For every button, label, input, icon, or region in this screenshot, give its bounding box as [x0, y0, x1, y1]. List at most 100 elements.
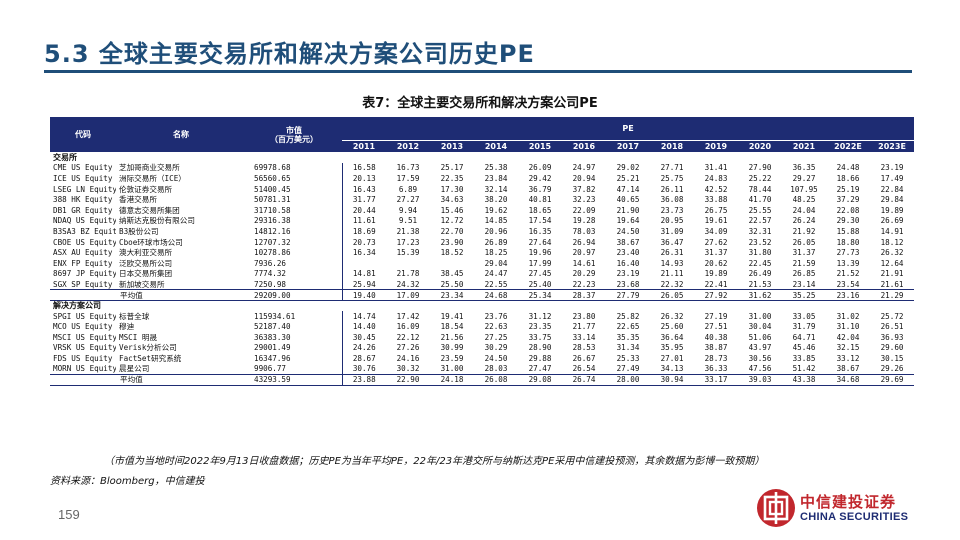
pe-cell: 26.75 [704, 205, 728, 215]
year-header: 2012 [386, 139, 430, 152]
pe-cell: 16.09 [396, 322, 420, 332]
pe-cell: 27.64 [528, 237, 552, 247]
pe-cell: 24.50 [484, 354, 508, 364]
ticker-cell: VRSK US Equity [53, 343, 116, 353]
table-row: CBOE US Equity Cboe环球市场公司 12707.32 20.73 17.… [50, 236, 914, 248]
pe-cell: 32.14 [484, 184, 508, 194]
company-logo: 中信建投证券 CHINA SECURITIES [756, 488, 916, 528]
pe-cell: 36.33 [704, 364, 728, 374]
average-pe-cell: 33.17 [694, 373, 738, 386]
pe-cell: 30.45 [352, 332, 376, 342]
pe-cell: 27.47 [528, 364, 552, 374]
market-cap-cell: 9906.77 [246, 363, 343, 375]
year-header: 2022E [826, 139, 870, 152]
section-row: 交易所 [50, 152, 914, 163]
pe-cell: 15.88 [836, 226, 860, 236]
pe-cell: 26.67 [572, 354, 596, 364]
col-header-pe: PE [342, 117, 915, 140]
company-name-cell: 标普全球 [119, 311, 150, 321]
pe-cell: 12.64 [880, 258, 904, 268]
pe-cell: 27.73 [836, 248, 860, 258]
pe-cell: 27.19 [704, 311, 728, 321]
page-number: 159 [58, 507, 80, 522]
table-header: 代码 名称 市值 （百万美元） PE 2011 2012 2013 2014 2015 2… [50, 117, 915, 152]
pe-cell: 21.52 [836, 269, 860, 279]
pe-cell: 34.09 [704, 226, 728, 236]
average-pe-cell: 26.08 [474, 373, 518, 386]
pe-cell: 18.66 [836, 173, 860, 183]
china-securities-logo-icon [757, 489, 795, 527]
table-row: MCO US Equity 穆迪 52187.40 14.40 16.09 18.54 22… [50, 321, 914, 333]
section-row: 解决方案公司 [50, 300, 914, 311]
pe-cell: 22.63 [484, 322, 508, 332]
pe-cell: 27.01 [660, 354, 684, 364]
table-title: 表7：全球主要交易所和解决方案公司PE [362, 96, 598, 111]
pe-cell: 25.19 [836, 184, 860, 194]
pe-cell: 26.05 [792, 237, 816, 247]
pe-cell: 30.04 [748, 322, 772, 332]
pe-cell: 28.53 [572, 343, 596, 353]
company-name-cell: 纳斯达克股份有限公司 [119, 216, 195, 226]
market-cap-cell: 12707.32 [246, 236, 343, 248]
pe-cell: 26.09 [528, 163, 552, 173]
pe-cell: 15.39 [396, 248, 420, 258]
average-pe-cell: 34.68 [826, 373, 870, 386]
pe-cell: 38.45 [440, 269, 464, 279]
average-pe-cell: 39.03 [738, 373, 782, 386]
pe-cell: 23.35 [528, 322, 552, 332]
pe-cell: 26.32 [880, 248, 904, 258]
market-cap-cell: 52187.40 [246, 321, 343, 333]
company-name-cell: 德意志交易所集团 [119, 205, 180, 215]
pe-cell: 51.42 [792, 364, 816, 374]
pe-cell: 19.62 [484, 205, 508, 215]
pe-cell: 31.02 [836, 311, 860, 321]
pe-cell: 28.90 [528, 343, 552, 353]
pe-cell: 29.84 [880, 195, 904, 205]
pe-cell: 16.73 [396, 163, 420, 173]
pe-cell: 36.08 [660, 195, 684, 205]
title-divider [44, 70, 912, 73]
pe-cell: 24.26 [352, 343, 376, 353]
company-name-cell: FactSet研究系统 [119, 354, 182, 364]
pe-cell: 27.25 [484, 332, 508, 342]
pe-cell: 29.04 [484, 258, 508, 268]
pe-cell: 21.92 [792, 226, 816, 236]
pe-cell: 27.90 [748, 163, 772, 173]
pe-cell: 16.34 [352, 248, 376, 258]
pe-cell: 25.33 [616, 354, 640, 364]
pe-cell: 19.89 [704, 269, 728, 279]
pe-cell: 32.15 [836, 343, 860, 353]
ticker-cell: B3SA3 BZ Equity [53, 226, 116, 236]
pe-cell: 29.26 [880, 364, 904, 374]
average-row: 平均值 29209.00 19.40 17.09 23.34 24.68 25.34 28.3… [50, 289, 915, 301]
pe-cell: 28.03 [484, 364, 508, 374]
section-label: 解决方案公司 [53, 301, 101, 311]
pe-cell: 24.48 [836, 163, 860, 173]
pe-cell: 34.63 [440, 195, 464, 205]
average-pe-cell: 24.18 [430, 373, 474, 386]
ticker-cell: MSCI US Equity [53, 332, 116, 342]
pe-cell: 29.30 [836, 216, 860, 226]
pe-cell [386, 258, 430, 269]
pe-cell: 18.25 [484, 248, 508, 258]
pe-cell: 22.12 [396, 332, 420, 342]
ticker-cell: MORN US Equity [53, 364, 116, 374]
pe-cell: 14.61 [572, 258, 596, 268]
table-row: 388 HK Equity 香港交易所 50781.31 31.77 27.27 34.6… [50, 194, 914, 205]
pe-cell: 33.14 [572, 332, 596, 342]
average-pe-cell: 17.09 [386, 289, 430, 301]
pe-cell: 21.53 [748, 279, 772, 289]
table-row: SPGI US Equity 标普全球 115934.61 14.74 17.42 19.… [50, 310, 914, 322]
pe-cell: 23.14 [792, 279, 816, 289]
pe-cell: 22.45 [748, 258, 772, 268]
company-name-cell: MSCI 明晟 [119, 332, 158, 342]
market-cap-cell: 14812.16 [246, 226, 343, 237]
company-name-cell: 澳大利亚交易所 [119, 248, 173, 258]
average-label: 平均值 [50, 289, 246, 301]
pe-cell: 21.11 [660, 269, 684, 279]
pe-cell: 23.84 [484, 173, 508, 183]
pe-cell: 14.91 [880, 226, 904, 236]
company-name-cell: B3股份公司 [119, 226, 159, 236]
pe-cell: 33.05 [792, 311, 816, 321]
ticker-cell: ASX AU Equity [53, 248, 113, 258]
